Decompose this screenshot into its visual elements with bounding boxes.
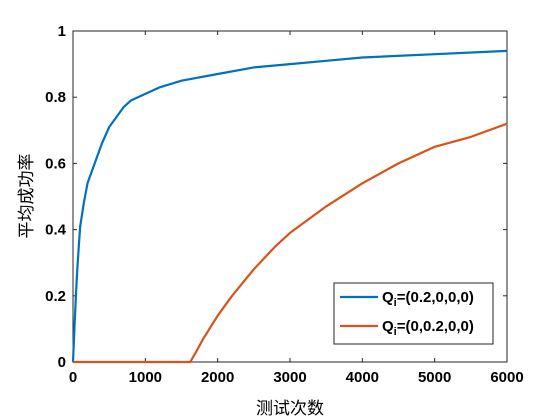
- x-tick-label: 0: [69, 369, 77, 386]
- y-tick-label: 1: [58, 23, 66, 40]
- y-tick-label: 0: [58, 354, 66, 371]
- series-line-1: [71, 49, 508, 363]
- y-tick-label: 0.8: [45, 89, 66, 106]
- x-tick-label: 3000: [273, 369, 306, 386]
- y-tick-label: 0.4: [45, 222, 67, 239]
- legend-box: [333, 282, 494, 345]
- x-tick-label: 1000: [129, 369, 162, 386]
- x-axis-title: 测试次数: [256, 399, 324, 419]
- series-lines: [71, 49, 508, 364]
- legend-label-series-1: Qi=(0.2,0,0,0): [382, 289, 474, 309]
- legend: Qi=(0.2,0,0,0) Qi=(0,0.2,0,0): [333, 282, 494, 345]
- y-axis-title: 平均成功率: [17, 154, 37, 239]
- x-tick-label: 4000: [346, 369, 379, 386]
- y-tick-label: 0.2: [45, 288, 66, 305]
- x-tick-label: 5000: [418, 369, 451, 386]
- y-ticks: 0 0.2 0.4 0.6 0.8 1: [45, 23, 507, 371]
- x-ticks: 0 1000 2000 3000 4000 5000 6000: [69, 31, 524, 386]
- series-line-2: [73, 122, 508, 364]
- y-tick-label: 0.6: [45, 155, 66, 172]
- legend-label-series-2: Qi=(0,0.2,0,0): [382, 318, 474, 338]
- x-tick-label: 2000: [201, 369, 234, 386]
- x-tick-label: 6000: [490, 369, 523, 386]
